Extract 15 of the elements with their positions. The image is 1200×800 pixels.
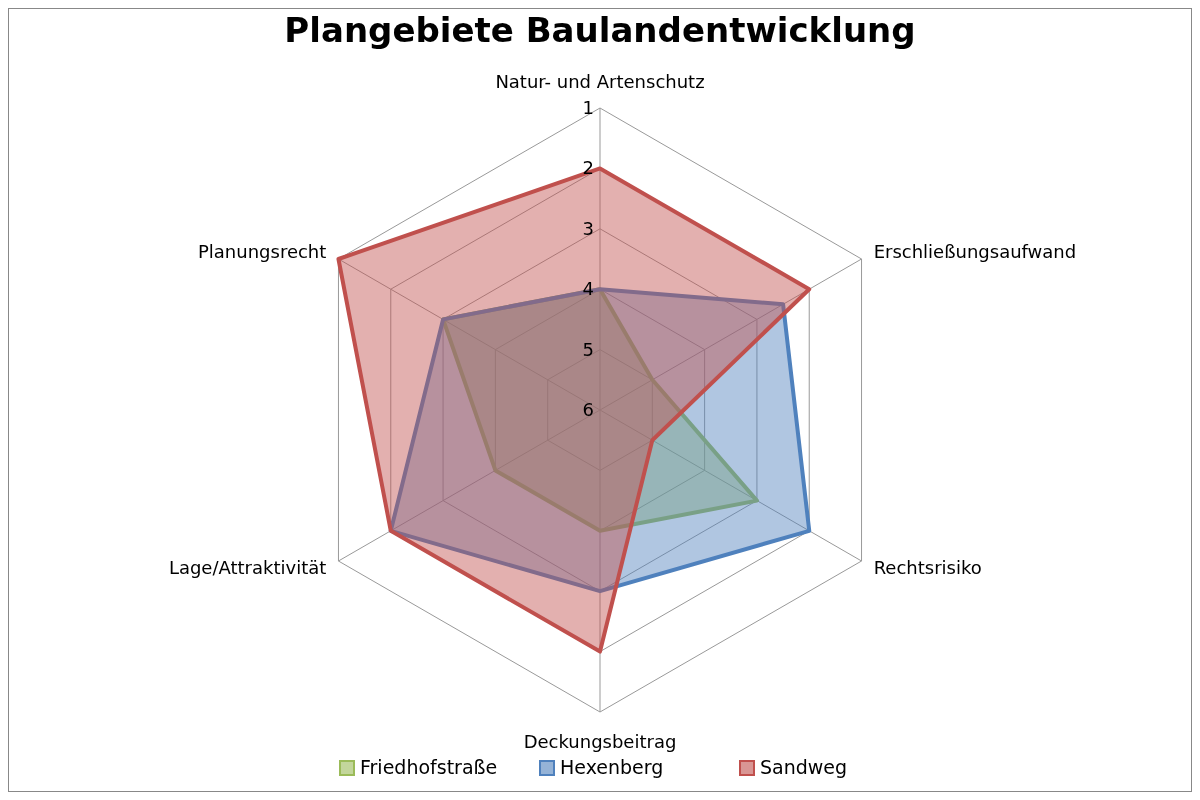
y-tick-label: 1 bbox=[582, 97, 594, 118]
spoke-label: Rechtsrisiko bbox=[873, 557, 982, 578]
y-tick-label: 6 bbox=[582, 399, 594, 420]
legend-label: Friedhofstraße bbox=[360, 756, 498, 778]
spoke-label: Planungsrecht bbox=[197, 241, 327, 262]
y-tick-label: 5 bbox=[582, 338, 594, 360]
spoke-label: Natur- und Artenschutz bbox=[495, 71, 705, 92]
chart-title: Plangebiete Baulandentwicklung bbox=[284, 10, 916, 50]
y-tick-label: 4 bbox=[582, 278, 594, 300]
spoke-label: Deckungsbeitrag bbox=[523, 731, 677, 752]
legend-label: Hexenberg bbox=[560, 756, 664, 778]
spoke-label: Erschließungsaufwand bbox=[873, 241, 1077, 262]
spoke-label: Lage/Attraktivität bbox=[168, 557, 327, 578]
legend-label: Sandweg bbox=[760, 756, 848, 778]
y-tick-label: 3 bbox=[582, 217, 594, 239]
